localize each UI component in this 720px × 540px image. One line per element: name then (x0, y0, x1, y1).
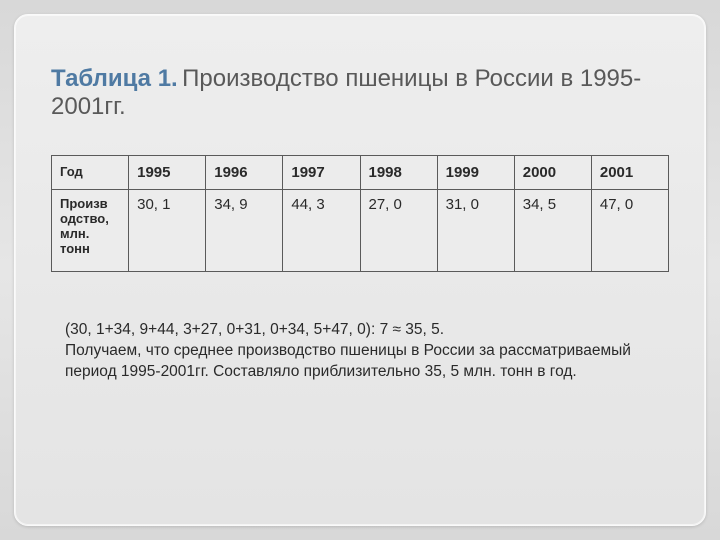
title-label: Таблица 1. (51, 65, 178, 92)
paragraph-line1: (30, 1+34, 9+44, 3+27, 0+31, 0+34, 5+47,… (65, 321, 444, 338)
data-cell: 30, 1 (129, 190, 206, 272)
header-cell: 1997 (283, 156, 360, 190)
table-header-row: Год 1995 1996 1997 1998 1999 2000 2001 (52, 156, 669, 190)
data-cell: 44, 3 (283, 190, 360, 272)
slide-card: Таблица 1. Производство пшеницы в России… (14, 14, 706, 526)
table-data-row: Произв одство, млн. тонн 30, 1 34, 9 44,… (52, 190, 669, 272)
paragraph-line2: Получаем, что среднее производство пшени… (65, 342, 631, 380)
header-cell: 2000 (514, 156, 591, 190)
data-cell: 27, 0 (360, 190, 437, 272)
header-cell: 1998 (360, 156, 437, 190)
data-cell: 47, 0 (591, 190, 668, 272)
slide-title: Таблица 1. Производство пшеницы в России… (51, 65, 669, 121)
row-label-cell: Произв одство, млн. тонн (52, 190, 129, 272)
header-cell: 1999 (437, 156, 514, 190)
header-label-cell: Год (52, 156, 129, 190)
data-cell: 34, 5 (514, 190, 591, 272)
data-cell: 31, 0 (437, 190, 514, 272)
header-cell: 2001 (591, 156, 668, 190)
data-cell: 34, 9 (206, 190, 283, 272)
header-cell: 1996 (206, 156, 283, 190)
header-cell: 1995 (129, 156, 206, 190)
explanation-paragraph: (30, 1+34, 9+44, 3+27, 0+31, 0+34, 5+47,… (51, 320, 669, 383)
wheat-production-table: Год 1995 1996 1997 1998 1999 2000 2001 П… (51, 155, 669, 272)
